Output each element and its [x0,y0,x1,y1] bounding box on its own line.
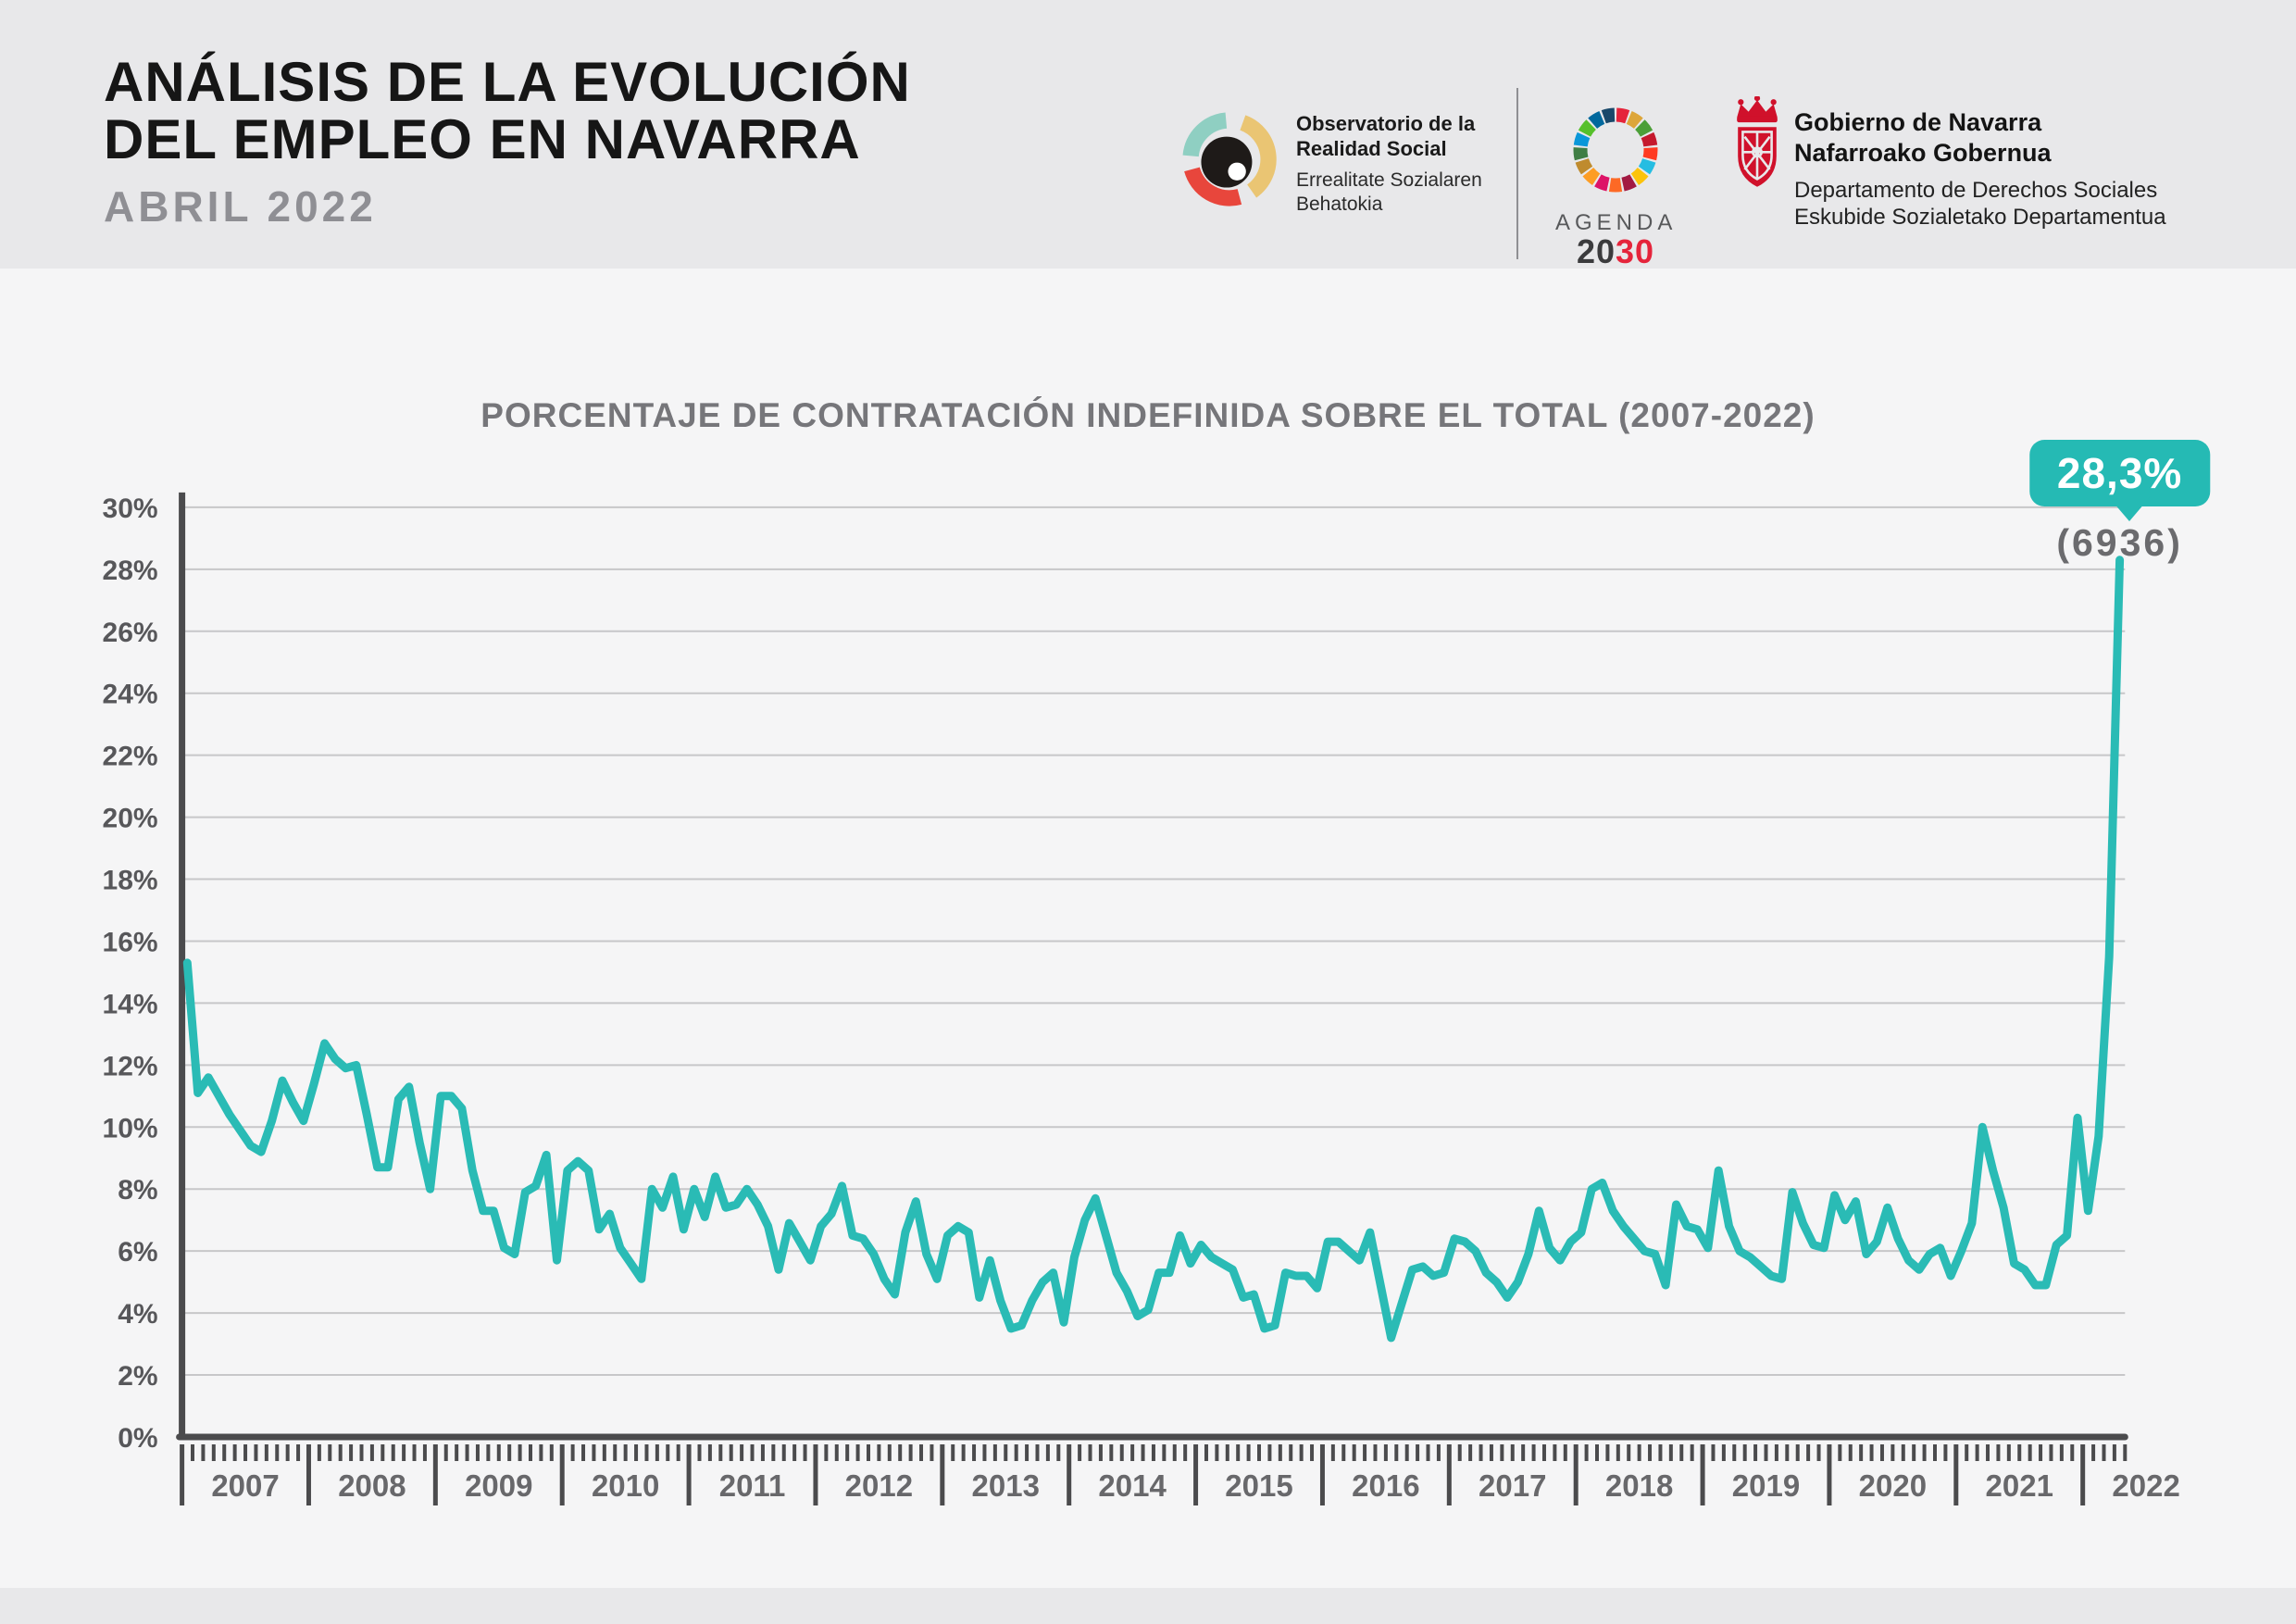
svg-text:2017: 2017 [1479,1468,1546,1503]
report-title-line2-bold: EMPLEO EN NAVARRA [232,108,861,170]
report-title-line1: ANÁLISIS DE LA EVOLUCIÓN [104,51,911,113]
agenda2030-logo: AGENDA 2030 [1555,104,1678,269]
svg-text:4%: 4% [118,1299,157,1330]
footer-band [0,1588,2296,1624]
svg-text:26%: 26% [103,618,158,648]
report-title-line2-normal: DEL [104,108,233,170]
svg-text:2020: 2020 [1859,1468,1927,1503]
callout-subvalue: (6936) [2056,520,2183,564]
svg-text:2008: 2008 [338,1468,406,1503]
observatorio-name-eu2: Behatokia [1296,194,1383,215]
report-title-line2: DEL EMPLEO EN NAVARRA [104,111,911,169]
gobierno-es: Gobierno de Navarra [1794,108,2042,136]
svg-text:16%: 16% [103,927,158,957]
gobierno-text: Gobierno de Navarra Nafarroako Gobernua … [1794,107,2166,231]
svg-text:2011: 2011 [719,1468,786,1503]
agenda-year-30: 30 [1616,232,1655,270]
svg-text:22%: 22% [103,742,158,772]
svg-text:2014: 2014 [1098,1468,1167,1503]
svg-text:2016: 2016 [1352,1468,1419,1503]
navarra-shield-icon [1737,96,1778,187]
agenda-word: AGENDA [1555,210,1678,235]
svg-text:24%: 24% [103,680,158,710]
svg-text:2015: 2015 [1225,1468,1292,1503]
svg-text:0%: 0% [118,1423,157,1454]
report-title: ANÁLISIS DE LA EVOLUCIÓN DEL EMPLEO EN N… [104,54,911,231]
svg-text:2010: 2010 [592,1468,659,1503]
svg-text:14%: 14% [103,989,158,1019]
svg-text:2021: 2021 [1986,1468,2053,1503]
svg-text:2019: 2019 [1732,1468,1800,1503]
observatorio-name: Observatorio de la Realidad Social Errea… [1296,111,1482,217]
departamento-es: Departamento de Derechos Sociales [1794,178,2158,203]
observatorio-eye-icon [1182,112,1277,206]
gobierno-eu: Nafarroako Gobernua [1794,139,2052,167]
svg-text:20%: 20% [103,804,158,834]
svg-text:2018: 2018 [1605,1468,1673,1503]
svg-text:8%: 8% [118,1175,157,1206]
chart-title: PORCENTAJE DE CONTRATACIÓN INDEFINIDA SO… [480,396,1816,434]
svg-text:10%: 10% [103,1113,158,1143]
header-band: ANÁLISIS DE LA EVOLUCIÓN DEL EMPLEO EN N… [0,0,2296,269]
logo-divider [1516,88,1518,259]
svg-text:6%: 6% [118,1237,157,1268]
svg-text:2007: 2007 [211,1468,279,1503]
svg-text:28%: 28% [103,556,158,586]
svg-text:2013: 2013 [972,1468,1040,1503]
observatorio-name-es2: Realidad Social [1296,137,1447,160]
agenda-year: 2030 [1555,235,1676,269]
svg-text:2%: 2% [118,1361,157,1392]
departamento-eu: Eskubide Sozialetako Departamentua [1794,205,2166,230]
callout-badge: 28,3% [2028,439,2211,506]
svg-text:2012: 2012 [845,1468,913,1503]
svg-text:2022: 2022 [2112,1468,2179,1503]
svg-text:2009: 2009 [465,1468,532,1503]
sdg-wheel-icon [1573,107,1658,193]
svg-text:12%: 12% [103,1051,158,1081]
callout-tail-icon [2107,495,2151,521]
svg-text:18%: 18% [103,866,158,896]
report-subtitle: ABRIL 2022 [104,182,377,231]
observatorio-name-es1: Observatorio de la [1296,112,1476,135]
agenda-year-20: 20 [1576,232,1616,270]
svg-text:30%: 30% [103,493,158,524]
observatorio-name-eu1: Errealitate Sozialaren [1296,169,1482,191]
